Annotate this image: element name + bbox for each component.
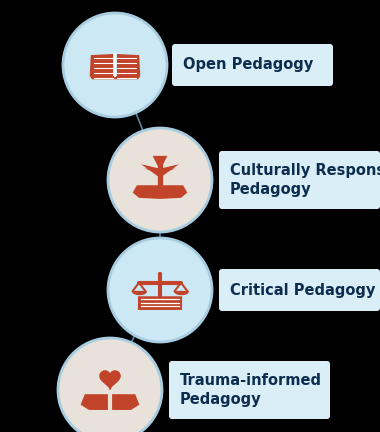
Text: Open Pedagogy: Open Pedagogy [183,57,313,73]
Polygon shape [133,185,187,199]
Circle shape [108,238,212,342]
Circle shape [63,13,167,117]
Circle shape [108,128,212,232]
Polygon shape [100,371,120,389]
Polygon shape [160,168,176,174]
Polygon shape [90,76,140,79]
Circle shape [158,272,162,276]
Polygon shape [112,394,139,410]
FancyBboxPatch shape [219,151,380,209]
Polygon shape [153,156,167,171]
Polygon shape [160,164,179,178]
Polygon shape [90,54,113,76]
Text: Trauma-informed
Pedagogy: Trauma-informed Pedagogy [180,373,322,407]
Text: Critical Pedagogy: Critical Pedagogy [230,283,375,298]
FancyBboxPatch shape [138,296,182,310]
Polygon shape [117,54,140,76]
FancyBboxPatch shape [172,44,333,86]
Polygon shape [81,394,108,410]
FancyBboxPatch shape [219,269,380,311]
Circle shape [58,338,162,432]
Polygon shape [141,164,160,178]
FancyBboxPatch shape [169,361,330,419]
Polygon shape [144,168,160,174]
Text: Culturally Responsive
Pedagogy: Culturally Responsive Pedagogy [230,163,380,197]
